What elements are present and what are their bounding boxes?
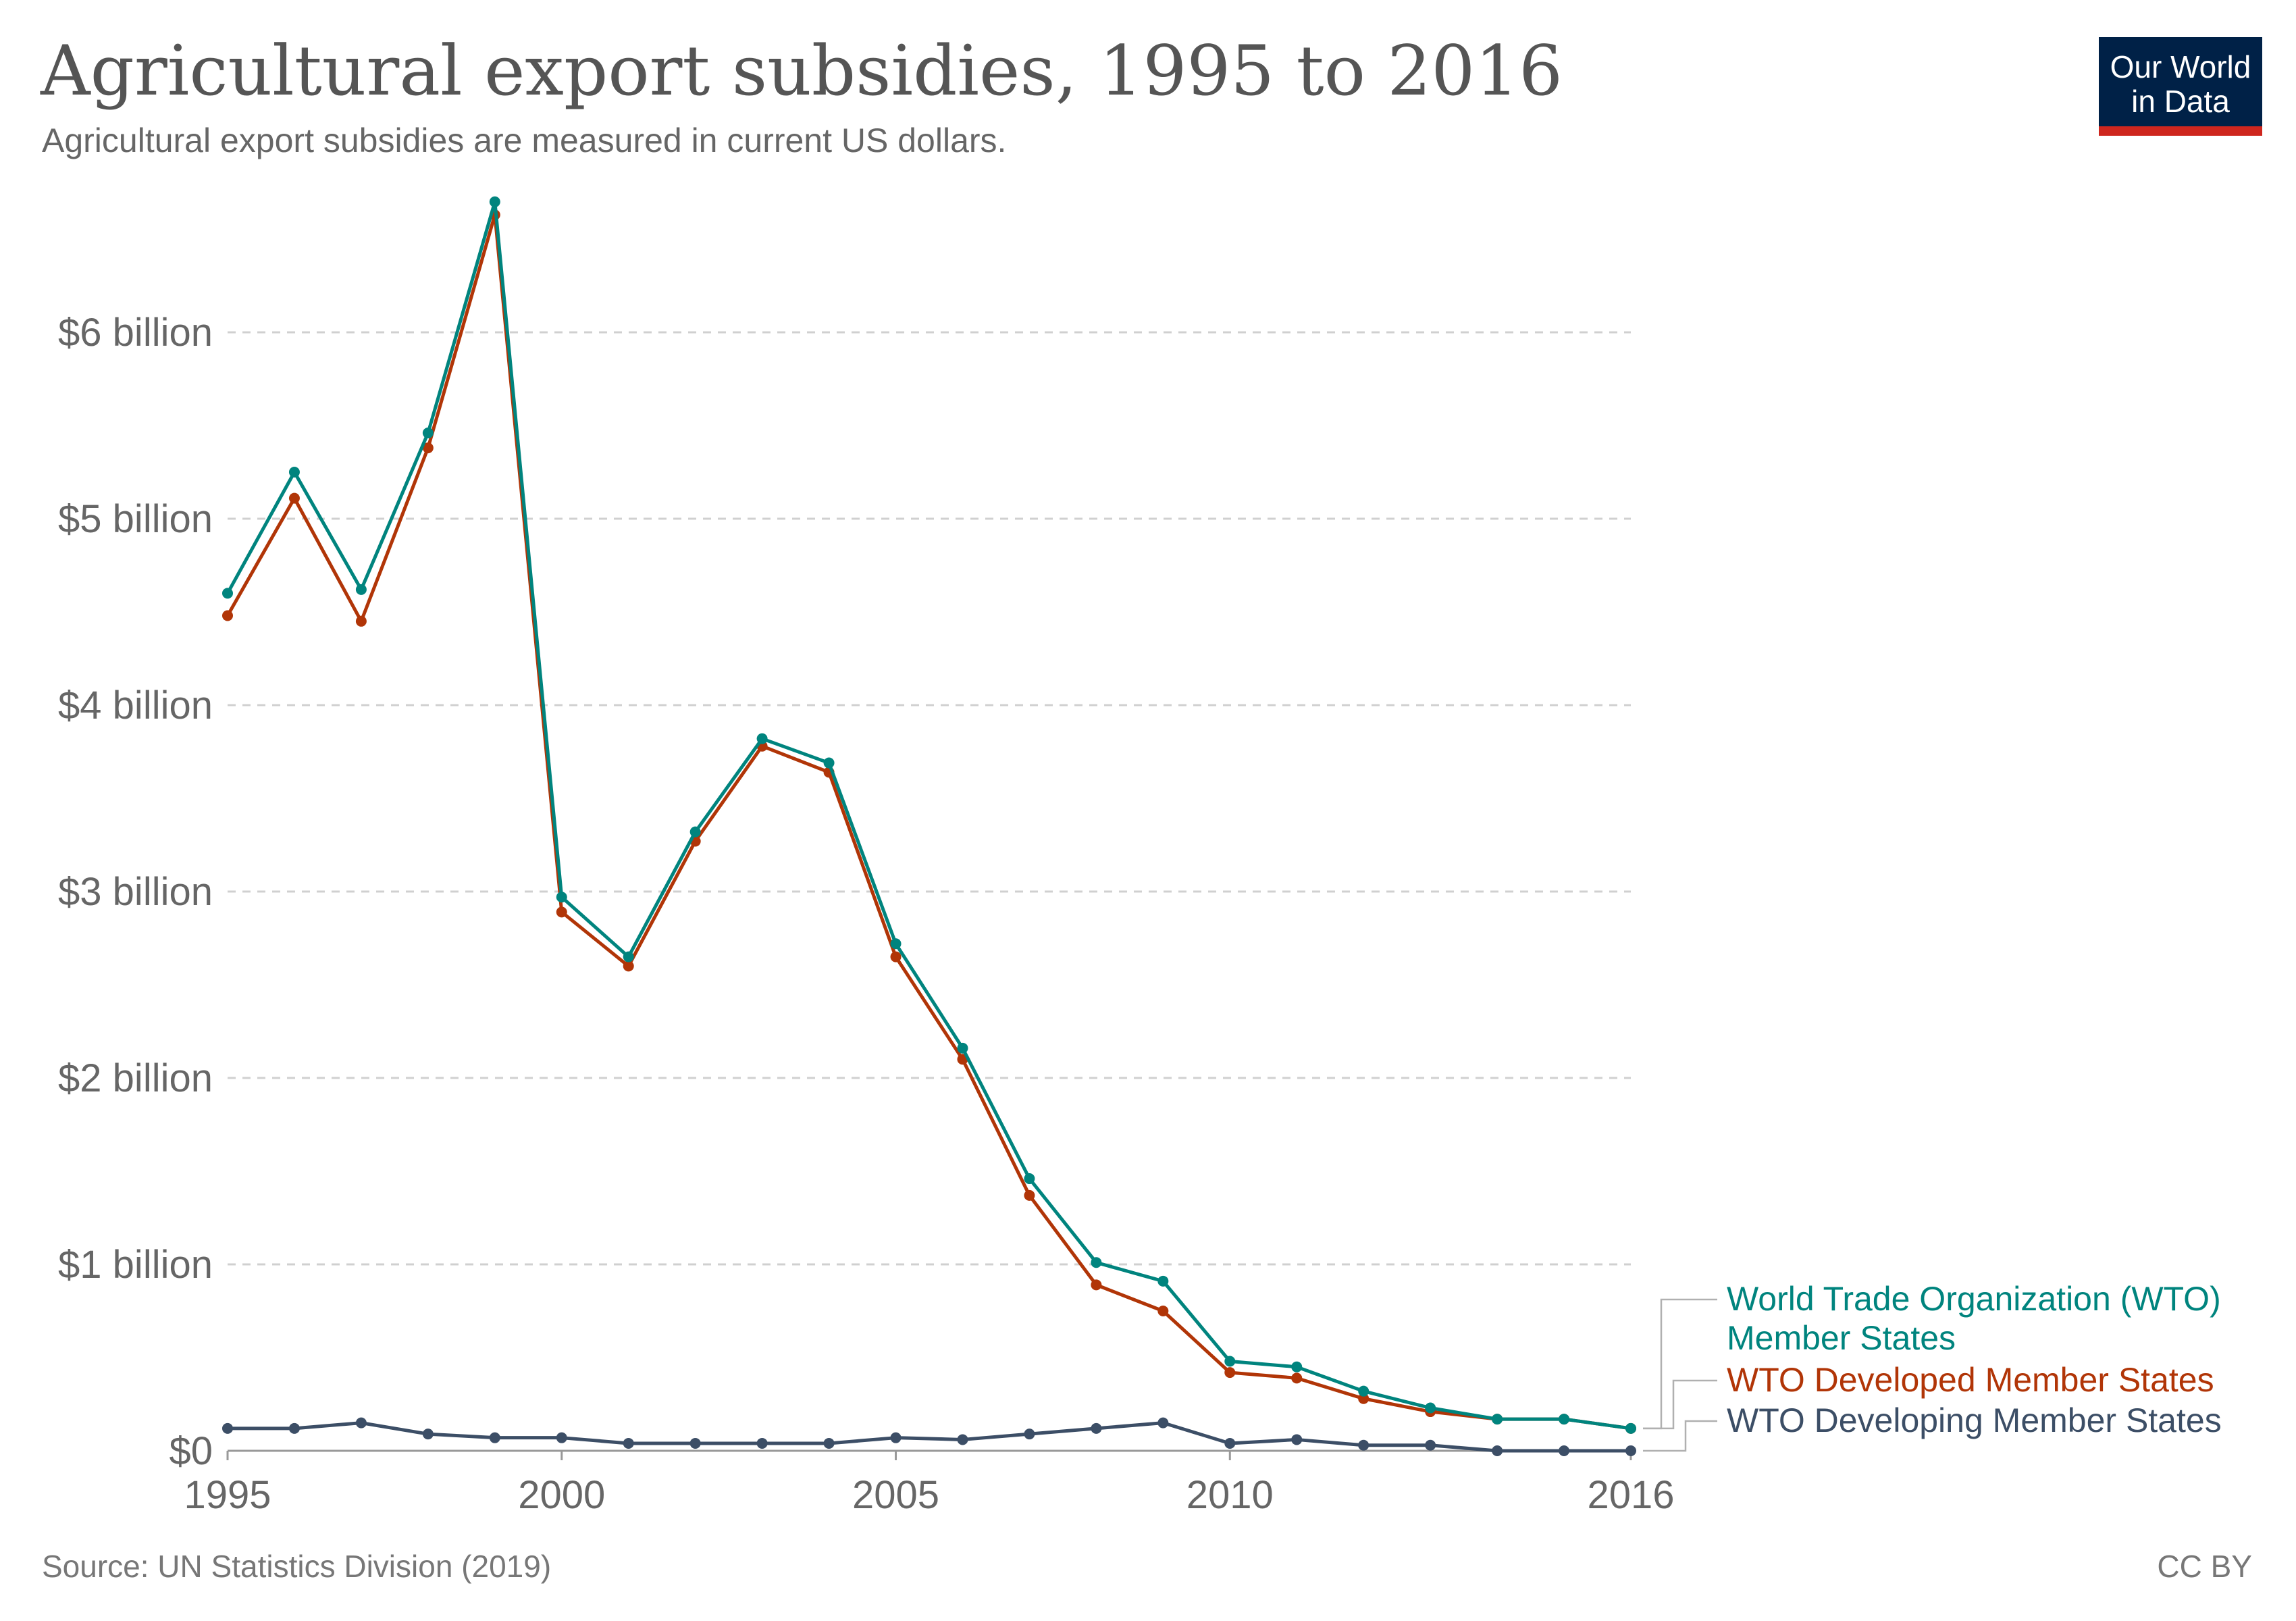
data-point[interactable] [623, 951, 634, 962]
data-point[interactable] [1091, 1422, 1102, 1434]
y-axis-ticks: $0 $1 billion $2 billion $3 billion $4 billi… [58, 311, 213, 1473]
data-point[interactable] [689, 826, 701, 838]
x-tick-label: 2016 [1587, 1473, 1674, 1517]
legend-label: WTO Developing Member States [1727, 1401, 2222, 1439]
data-point[interactable] [355, 584, 367, 595]
x-axis-ticks: 1995 2000 2005 2010 2016 [184, 1449, 1675, 1517]
data-point[interactable] [823, 757, 835, 769]
data-point[interactable] [288, 1422, 300, 1434]
data-point[interactable] [222, 588, 233, 599]
data-point[interactable] [1224, 1437, 1236, 1449]
data-point[interactable] [1224, 1356, 1236, 1367]
x-tick-label: 2010 [1186, 1473, 1274, 1517]
series[interactable] [222, 209, 1636, 1434]
legend-connector [1643, 1298, 1717, 1430]
data-point[interactable] [623, 960, 634, 972]
owid-logo[interactable]: Our World in Data [2099, 37, 2262, 136]
data-point[interactable] [1559, 1414, 1570, 1425]
data-point[interactable] [890, 951, 902, 962]
data-point[interactable] [1358, 1439, 1369, 1451]
y-tick-label: $2 billion [58, 1056, 213, 1100]
data-point[interactable] [1024, 1429, 1035, 1440]
x-tick-label: 2000 [518, 1473, 605, 1517]
y-tick-label: $5 billion [58, 497, 213, 541]
data-point[interactable] [1492, 1414, 1503, 1425]
data-point[interactable] [1625, 1445, 1636, 1456]
data-point[interactable] [1425, 1439, 1436, 1451]
series-line[interactable] [228, 1421, 1631, 1453]
data-point[interactable] [756, 733, 768, 744]
y-tick-label: $0 [169, 1429, 213, 1473]
data-point[interactable] [1091, 1257, 1102, 1268]
legend-connector [1643, 1420, 1717, 1452]
data-point[interactable] [1157, 1417, 1169, 1429]
data-point[interactable] [422, 1429, 434, 1440]
y-tick-label: $4 billion [58, 684, 213, 727]
chart-subtitle: Agricultural export subsidies are measur… [42, 122, 1006, 159]
license-note[interactable]: CC BY [2157, 1549, 2252, 1584]
data-point[interactable] [1625, 1422, 1636, 1434]
data-point[interactable] [1291, 1372, 1303, 1384]
data-point[interactable] [957, 1042, 968, 1054]
series[interactable] [222, 196, 1636, 1434]
data-point[interactable] [823, 1437, 835, 1449]
data-point[interactable] [1157, 1306, 1169, 1316]
series-line[interactable] [226, 200, 1632, 1431]
data-point[interactable] [355, 615, 367, 627]
data-point[interactable] [489, 196, 500, 207]
legend-connector [1643, 1379, 1717, 1430]
data-point[interactable] [1559, 1445, 1570, 1456]
data-point[interactable] [556, 892, 567, 903]
y-tick-label: $3 billion [58, 870, 213, 914]
legend-label: Member States [1727, 1319, 1956, 1357]
data-point[interactable] [756, 1437, 768, 1449]
y-tick-label: $6 billion [58, 311, 213, 355]
logo-line2: in Data [2131, 84, 2230, 119]
data-point[interactable] [1358, 1385, 1369, 1397]
data-point[interactable] [1425, 1402, 1436, 1414]
data-point[interactable] [422, 428, 434, 439]
data-point[interactable] [556, 1432, 567, 1443]
source-note[interactable]: Source: UN Statistics Division (2019) [42, 1549, 551, 1584]
logo-line1: Our World [2110, 49, 2251, 84]
x-tick-label: 2005 [852, 1473, 939, 1517]
data-point[interactable] [422, 442, 434, 454]
legend-label: WTO Developed Member States [1727, 1361, 2214, 1399]
data-point[interactable] [1024, 1189, 1035, 1201]
y-tick-label: $1 billion [58, 1243, 213, 1287]
x-tick-label: 1995 [184, 1473, 271, 1517]
legend-item[interactable]: World Trade Organization (WTO)Member Sta… [1643, 1280, 2221, 1430]
data-point[interactable] [1024, 1173, 1035, 1185]
data-point[interactable] [1091, 1279, 1102, 1291]
chart-title: Agricultural export subsidies, 1995 to 2… [40, 31, 1563, 111]
data-point[interactable] [556, 906, 567, 918]
data-point[interactable] [222, 610, 233, 621]
data-point[interactable] [355, 1417, 367, 1429]
data-point[interactable] [1358, 1393, 1369, 1404]
legend-label: World Trade Organization (WTO) [1727, 1280, 2221, 1318]
data-point[interactable] [689, 1437, 701, 1449]
data-point[interactable] [623, 1437, 634, 1449]
data-point[interactable] [288, 492, 300, 504]
legend-item[interactable]: WTO Developed Member States [1643, 1361, 2214, 1430]
data-point[interactable] [957, 1434, 968, 1445]
gridlines [228, 331, 1631, 1266]
data-point[interactable] [288, 467, 300, 478]
data-point[interactable] [222, 1422, 233, 1434]
data-point[interactable] [489, 1432, 500, 1443]
series-line[interactable] [226, 213, 1632, 1431]
data-point[interactable] [1291, 1434, 1303, 1445]
data-point[interactable] [1224, 1367, 1236, 1379]
data-point[interactable] [890, 938, 902, 950]
data-point[interactable] [890, 1432, 902, 1443]
data-point[interactable] [1492, 1445, 1503, 1456]
series-lines [222, 196, 1636, 1456]
legend: World Trade Organization (WTO)Member Sta… [1643, 1280, 2222, 1452]
series[interactable] [222, 1417, 1636, 1456]
data-point[interactable] [1157, 1275, 1169, 1287]
legend-item[interactable]: WTO Developing Member States [1643, 1401, 2222, 1452]
data-point[interactable] [1291, 1361, 1303, 1372]
